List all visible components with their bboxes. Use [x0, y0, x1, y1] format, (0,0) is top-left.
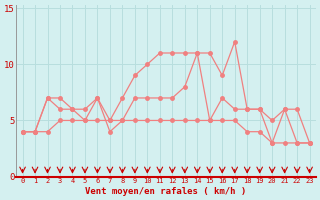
X-axis label: Vent moyen/en rafales ( km/h ): Vent moyen/en rafales ( km/h ): [85, 187, 247, 196]
